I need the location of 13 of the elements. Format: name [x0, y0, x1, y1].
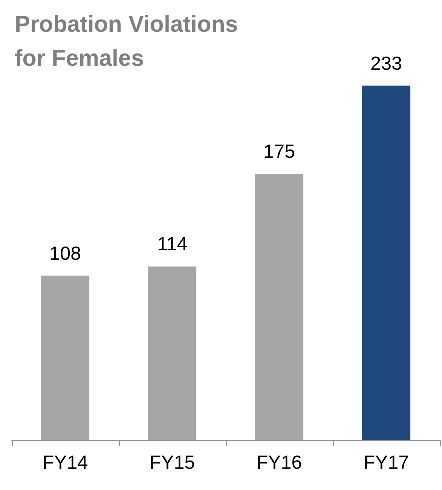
bar	[41, 276, 90, 440]
data-label: 108	[50, 244, 82, 265]
data-label: 114	[157, 234, 188, 256]
bar	[148, 266, 197, 440]
x-tick-label: FY14	[42, 453, 89, 474]
bar	[362, 86, 411, 440]
x-tick-label: FY17	[364, 453, 410, 474]
bar	[255, 174, 304, 440]
x-tick-label: FY16	[256, 453, 302, 474]
chart-title: Probation Violations for Females	[15, 11, 245, 71]
x-tick-label: FY15	[150, 453, 196, 474]
data-label: 233	[370, 54, 402, 75]
data-label: 175	[264, 142, 296, 163]
